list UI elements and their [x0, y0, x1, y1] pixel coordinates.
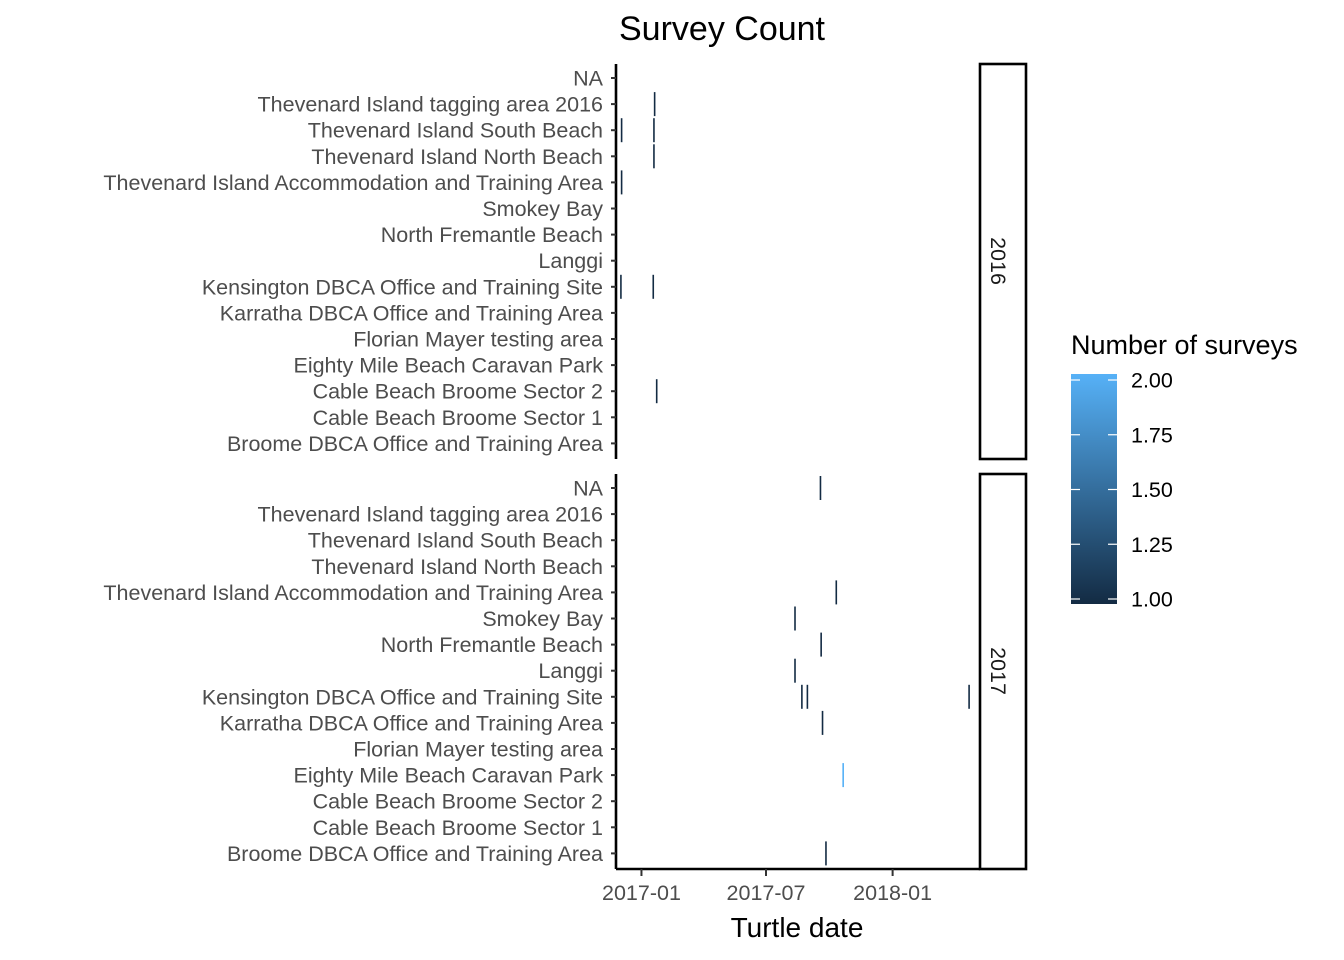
- y-tick-label: Kensington DBCA Office and Training Site: [202, 685, 603, 709]
- legend-tick-label: 1.75: [1131, 423, 1173, 447]
- y-tick-label: Cable Beach Broome Sector 2: [313, 790, 603, 814]
- x-axis-title: Turtle date: [731, 912, 864, 943]
- chart-title: Survey Count: [619, 10, 826, 48]
- y-tick-label: Eighty Mile Beach Caravan Park: [293, 764, 603, 788]
- y-tick-label: Florian Mayer testing area: [353, 328, 603, 352]
- x-axis: 2017-01 2017-07 2018-01 Turtle date: [602, 867, 980, 943]
- legend-tick-label: 1.00: [1131, 588, 1173, 612]
- y-tick-label: Karratha DBCA Office and Training Area: [220, 301, 603, 325]
- y-tick-label: Broome DBCA Office and Training Area: [227, 432, 603, 456]
- y-tick-label: Karratha DBCA Office and Training Area: [220, 711, 603, 735]
- heatmap-cell: [653, 144, 655, 169]
- y-tick-label: Cable Beach Broome Sector 1: [313, 406, 603, 430]
- y-tick-label: Thevenard Island North Beach: [311, 555, 603, 579]
- heatmap-cell: [820, 632, 822, 657]
- y-tick-label: Thevenard Island North Beach: [311, 145, 603, 169]
- legend-title: Number of surveys: [1071, 330, 1298, 360]
- x-axis-ticks: 2017-01 2017-07 2018-01: [602, 869, 932, 905]
- y-tick-label: Cable Beach Broome Sector 1: [313, 816, 603, 840]
- y-tick-label: NA: [573, 67, 604, 91]
- y-tick-label: Langgi: [538, 249, 603, 273]
- legend-tick-label: 2.00: [1131, 369, 1173, 393]
- heatmap-cell: [794, 606, 796, 631]
- facet-strip-label: 2016: [986, 237, 1010, 285]
- heatmap-cell: [821, 710, 824, 735]
- y-tick-label: North Fremantle Beach: [381, 223, 603, 247]
- y-tick-label: Eighty Mile Beach Caravan Park: [293, 354, 603, 378]
- heatmap-cell: [794, 658, 796, 683]
- heatmap-cell: [653, 92, 656, 117]
- y-tick-label: Broome DBCA Office and Training Area: [227, 842, 603, 866]
- heatmap-cell: [819, 476, 822, 500]
- y-tick-label: Thevenard Island Accommodation and Train…: [103, 581, 603, 605]
- legend-tick-label: 1.25: [1131, 533, 1173, 557]
- x-tick-label: 2018-01: [853, 881, 932, 905]
- heatmap-cell: [620, 118, 623, 143]
- heatmap-cell: [825, 841, 827, 866]
- y-tick-label: Thevenard Island Accommodation and Train…: [103, 171, 603, 195]
- heatmap-cell: [806, 684, 809, 709]
- y-tick-label: Thevenard Island tagging area 2016: [258, 93, 603, 117]
- facet-strip-label: 2017: [986, 647, 1010, 695]
- y-tick-label: Smokey Bay: [482, 197, 603, 221]
- legend-tick-label: 1.50: [1131, 478, 1173, 502]
- y-tick-label: Florian Mayer testing area: [353, 738, 603, 762]
- y-tick-label: Thevenard Island South Beach: [308, 529, 603, 553]
- heatmap-cell: [652, 274, 655, 299]
- y-tick-label: Kensington DBCA Office and Training Site: [202, 275, 603, 299]
- legend-ticks: 2.00 1.75 1.50 1.25 1.00: [1071, 369, 1173, 612]
- x-tick-label: 2017-07: [727, 881, 806, 905]
- facet-strip: [978, 62, 1028, 461]
- heatmap-cell: [842, 763, 844, 788]
- y-tick-label: Langgi: [538, 659, 603, 683]
- y-tick-label: NA: [573, 477, 604, 501]
- y-tick-label: North Fremantle Beach: [381, 633, 603, 657]
- color-legend: Number of surveys 2.00 1.75 1.50 1.25 1.00: [1071, 330, 1298, 612]
- x-tick-label: 2017-01: [602, 881, 681, 905]
- y-tick-label: Thevenard Island South Beach: [308, 119, 603, 143]
- heatmap-cell: [968, 684, 970, 709]
- y-tick-label: Cable Beach Broome Sector 2: [313, 380, 603, 404]
- heatmap-cell: [655, 379, 658, 404]
- y-tick-label: Smokey Bay: [482, 607, 603, 631]
- heatmap-cells: [794, 476, 970, 866]
- heatmap-cells: [620, 92, 658, 404]
- y-tick-label: Thevenard Island tagging area 2016: [258, 503, 603, 527]
- heatmap-cell: [835, 580, 838, 605]
- heatmap-cell: [620, 274, 622, 299]
- heatmap-cell: [801, 684, 803, 709]
- heatmap-cell: [653, 118, 655, 143]
- heatmap-cell: [620, 170, 623, 195]
- facet-strip: [978, 472, 1028, 871]
